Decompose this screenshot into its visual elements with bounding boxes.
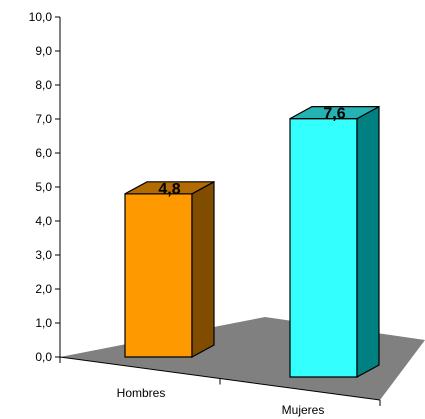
bar-side: [356, 105, 380, 379]
x-axis: Hombres Mujeres: [59, 356, 381, 417]
y-tick-label: 5,0: [35, 180, 52, 194]
y-tick-label: 3,0: [35, 248, 52, 262]
x-category-label: Mujeres: [282, 403, 325, 417]
y-tick-label: 10,0: [29, 10, 53, 24]
bar-front: [289, 117, 358, 378]
y-axis-ticks: 0,0 1,0 2,0 3,0 4,0 5,0 6,0 7,0 8,0 9,0 10,0: [29, 10, 60, 364]
y-tick-label: 2,0: [35, 282, 52, 296]
y-tick-label: 4,0: [35, 214, 52, 228]
y-tick-label: 7,0: [35, 112, 52, 126]
y-tick-label: 6,0: [35, 146, 52, 160]
y-tick-label: 8,0: [35, 78, 52, 92]
bar-data-label: 4,8: [158, 181, 180, 198]
x-category-label: Hombres: [117, 386, 166, 400]
y-tick-label: 0,0: [35, 350, 52, 364]
bar-side: [191, 180, 215, 359]
bar-top: [124, 181, 215, 195]
bars: 4,8 7,6: [124, 105, 380, 379]
bar-top: [289, 105, 380, 120]
bar-front: [124, 193, 193, 358]
y-tick-label: 9,0: [35, 44, 52, 58]
y-tick-label: 1,0: [35, 316, 52, 330]
bar-data-label: 7,6: [323, 106, 345, 123]
